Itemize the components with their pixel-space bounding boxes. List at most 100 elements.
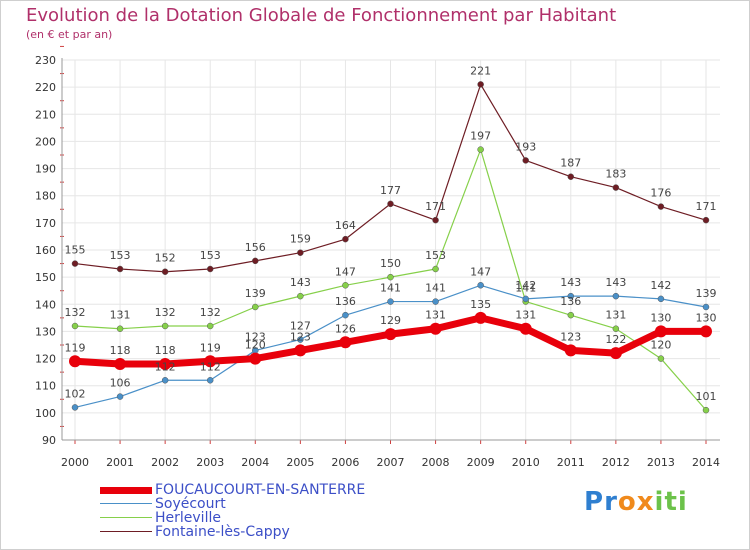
data-label-3: 153 [110,249,131,262]
data-label-3: 155 [65,244,86,257]
y-tick-label: 150 [35,271,56,284]
y-tick-label: 130 [35,325,56,338]
logo-letter: P [584,487,605,517]
x-tick-label: 2001 [106,456,134,469]
x-tick-label: 2012 [602,456,630,469]
legend-label-soyecourt: Soyécourt [155,496,226,512]
data-label-1: 139 [696,287,717,300]
data-label-0: 119 [200,341,221,354]
data-label-1: 142 [650,279,671,292]
data-label-2: 153 [425,249,446,262]
x-tick-label: 2013 [647,456,675,469]
x-tick-label: 2009 [467,456,495,469]
data-point-3 [702,216,710,224]
data-point-3 [387,200,394,208]
data-label-1: 112 [155,360,176,373]
y-tick-label: 140 [35,298,56,311]
data-point-3 [432,216,439,224]
x-tick-label: 2006 [331,456,359,469]
data-label-2: 150 [380,257,401,270]
data-point-1 [702,303,710,311]
data-point-1 [342,311,349,319]
x-tick-label: 2000 [61,456,89,469]
data-label-1: 112 [200,360,221,373]
data-point-1 [116,393,124,400]
data-label-3: 171 [425,200,446,213]
data-label-2: 131 [605,309,626,322]
data-point-0 [294,344,307,357]
data-point-2 [432,265,439,273]
legend-label-herleville: Herleville [155,510,221,526]
data-label-3: 164 [335,219,356,232]
data-label-1: 147 [470,265,491,278]
logo-letter: x [636,487,655,517]
data-point-0 [654,325,667,338]
data-label-1: 142 [515,279,536,292]
data-point-0 [564,344,577,357]
data-label-0: 131 [515,309,536,322]
data-point-1 [477,282,484,289]
y-tick-label: 230 [35,54,56,67]
data-point-2 [657,355,665,362]
data-label-2: 136 [560,295,581,308]
data-point-3 [567,173,575,180]
data-point-2 [477,146,484,153]
data-point-3 [522,157,529,164]
data-point-2 [206,322,214,330]
proxiti-logo: Proxiti [584,487,688,517]
data-point-3 [657,203,665,210]
logo-letter: t [664,487,678,517]
y-tick-label: 190 [35,163,56,176]
x-tick-label: 2002 [151,456,179,469]
data-label-3: 187 [560,157,581,170]
data-point-3 [297,249,304,256]
data-label-0: 122 [605,333,626,346]
data-label-2: 132 [155,306,176,319]
data-point-0 [159,358,172,370]
y-tick-label: 200 [35,135,56,148]
data-point-0 [609,347,622,360]
chart-title: Evolution de la Dotation Globale de Fonc… [26,5,617,26]
data-label-1: 143 [560,276,581,289]
data-label-0: 130 [650,311,671,324]
data-label-0: 126 [335,322,356,335]
data-label-3: 153 [200,249,221,262]
data-point-2 [71,322,79,330]
data-point-3 [342,235,349,243]
logo-letter: i [677,487,688,517]
data-label-0: 118 [155,344,176,357]
data-label-1: 106 [110,377,131,390]
x-tick-label: 2004 [241,456,269,469]
y-tick-label: 90 [42,434,56,447]
data-label-3: 177 [380,184,401,197]
y-tick-label: 210 [35,108,56,121]
data-label-2: 101 [696,390,717,403]
data-label-2: 139 [245,287,266,300]
data-label-0: 120 [245,339,266,352]
data-label-3: 221 [470,64,491,77]
data-label-3: 152 [155,252,176,265]
data-label-2: 143 [290,276,311,289]
data-point-0 [474,311,487,324]
data-label-1: 127 [290,320,311,333]
data-point-2 [161,322,169,330]
x-tick-label: 2011 [557,456,585,469]
data-point-0 [69,355,81,368]
data-label-1: 102 [65,387,86,400]
data-label-2: 141 [515,282,536,295]
data-point-1 [387,298,394,305]
data-point-3 [252,257,259,265]
data-label-0: 119 [65,341,86,354]
data-point-2 [342,282,349,289]
data-point-0 [700,325,712,338]
x-tick-label: 2007 [377,456,405,469]
x-tick-label: 2005 [286,456,314,469]
y-tick-label: 220 [35,81,56,94]
data-label-3: 171 [696,200,717,213]
data-label-0: 123 [290,330,311,343]
data-label-1: 143 [605,276,626,289]
logo-letter: i [654,487,665,517]
data-point-2 [252,303,259,311]
